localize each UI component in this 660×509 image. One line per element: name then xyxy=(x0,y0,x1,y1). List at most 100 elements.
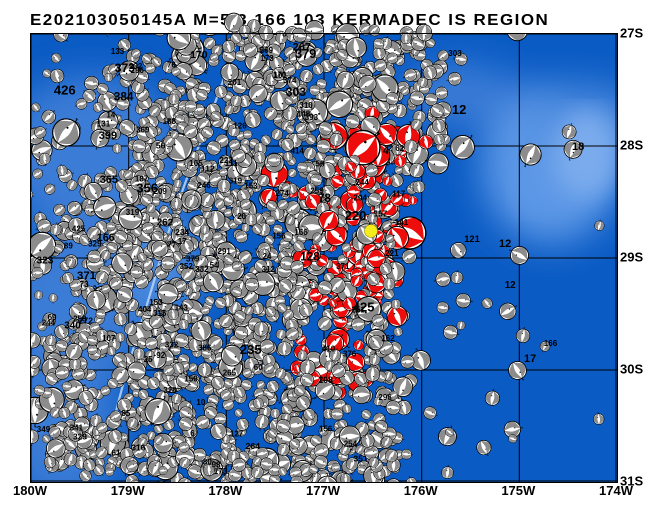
svg-text:126: 126 xyxy=(233,122,247,131)
svg-text:220: 220 xyxy=(345,208,367,223)
svg-text:259: 259 xyxy=(310,186,324,195)
svg-text:235: 235 xyxy=(240,342,262,357)
svg-text:61: 61 xyxy=(112,449,121,458)
svg-text:310: 310 xyxy=(299,101,313,110)
svg-text:303: 303 xyxy=(286,85,307,99)
svg-text:376: 376 xyxy=(343,350,357,359)
svg-text:112: 112 xyxy=(201,164,215,174)
svg-text:143: 143 xyxy=(175,304,189,313)
svg-text:274: 274 xyxy=(276,189,290,198)
svg-text:386: 386 xyxy=(198,344,212,353)
svg-text:254: 254 xyxy=(344,439,358,448)
svg-text:329: 329 xyxy=(73,431,87,441)
svg-text:156: 156 xyxy=(272,232,286,241)
svg-text:62: 62 xyxy=(395,144,404,153)
svg-text:6: 6 xyxy=(190,429,195,438)
svg-text:369: 369 xyxy=(136,125,150,134)
svg-text:351: 351 xyxy=(353,453,368,463)
svg-text:131: 131 xyxy=(97,119,111,128)
svg-text:24: 24 xyxy=(263,252,272,261)
svg-text:265: 265 xyxy=(223,369,237,378)
svg-text:352: 352 xyxy=(180,262,194,271)
svg-text:404: 404 xyxy=(138,305,152,314)
svg-text:399: 399 xyxy=(99,130,117,142)
svg-text:107: 107 xyxy=(102,334,116,343)
svg-text:10: 10 xyxy=(196,398,205,407)
svg-text:332: 332 xyxy=(195,265,209,274)
svg-text:8: 8 xyxy=(282,34,287,39)
svg-text:76: 76 xyxy=(167,60,176,69)
svg-text:384: 384 xyxy=(114,90,134,104)
svg-text:414: 414 xyxy=(291,147,305,156)
svg-text:58: 58 xyxy=(316,160,325,169)
svg-text:121: 121 xyxy=(464,233,480,244)
svg-text:173: 173 xyxy=(260,54,274,63)
svg-text:165: 165 xyxy=(189,159,203,168)
svg-text:156: 156 xyxy=(319,424,333,433)
svg-text:296: 296 xyxy=(378,393,392,402)
svg-text:318: 318 xyxy=(163,386,177,395)
svg-text:127: 127 xyxy=(230,430,244,439)
svg-text:56: 56 xyxy=(156,141,166,151)
svg-text:234: 234 xyxy=(175,227,189,237)
svg-text:340: 340 xyxy=(64,320,81,331)
svg-text:223: 223 xyxy=(219,156,233,165)
svg-text:54: 54 xyxy=(210,261,219,270)
svg-text:379: 379 xyxy=(295,46,316,61)
svg-text:166: 166 xyxy=(97,232,115,244)
svg-text:410: 410 xyxy=(322,345,336,354)
svg-text:244: 244 xyxy=(42,319,56,328)
svg-text:373: 373 xyxy=(115,61,135,75)
svg-text:14: 14 xyxy=(106,111,115,120)
svg-text:246: 246 xyxy=(197,181,211,190)
svg-text:319: 319 xyxy=(126,208,140,217)
svg-text:4: 4 xyxy=(383,145,390,157)
svg-text:98: 98 xyxy=(212,460,221,469)
svg-text:153: 153 xyxy=(244,182,258,191)
svg-text:157: 157 xyxy=(374,210,388,219)
svg-text:12: 12 xyxy=(499,238,511,250)
svg-text:319: 319 xyxy=(229,176,243,185)
svg-text:312: 312 xyxy=(262,265,276,274)
svg-text:315: 315 xyxy=(153,309,167,318)
svg-text:17: 17 xyxy=(524,353,536,365)
svg-text:356: 356 xyxy=(136,180,158,195)
svg-text:166: 166 xyxy=(544,339,558,348)
svg-text:244: 244 xyxy=(356,178,370,187)
svg-text:365: 365 xyxy=(100,174,118,186)
svg-text:166: 166 xyxy=(294,228,308,237)
svg-text:141: 141 xyxy=(395,218,409,227)
svg-text:332: 332 xyxy=(165,340,179,349)
svg-text:323: 323 xyxy=(37,256,54,267)
svg-text:25: 25 xyxy=(144,355,153,364)
svg-text:208: 208 xyxy=(318,375,333,385)
svg-text:128: 128 xyxy=(300,250,320,264)
svg-text:188: 188 xyxy=(163,117,177,126)
svg-text:20: 20 xyxy=(237,212,246,221)
svg-text:371: 371 xyxy=(336,262,350,271)
svg-text:89: 89 xyxy=(64,241,73,250)
svg-text:117: 117 xyxy=(392,189,405,198)
svg-text:264: 264 xyxy=(246,441,261,451)
svg-text:425: 425 xyxy=(353,300,375,315)
svg-text:60: 60 xyxy=(254,363,263,372)
svg-text:272: 272 xyxy=(79,315,93,325)
svg-text:12: 12 xyxy=(452,102,466,117)
svg-text:349: 349 xyxy=(37,425,51,434)
svg-text:303: 303 xyxy=(448,49,462,58)
svg-text:291: 291 xyxy=(218,247,232,256)
svg-text:77: 77 xyxy=(167,240,176,249)
svg-text:371: 371 xyxy=(77,270,97,282)
svg-text:170: 170 xyxy=(190,49,208,61)
svg-text:148: 148 xyxy=(297,110,311,119)
svg-text:425: 425 xyxy=(72,225,86,234)
svg-text:221: 221 xyxy=(385,249,399,258)
svg-text:133: 133 xyxy=(111,47,125,56)
svg-text:426: 426 xyxy=(54,82,76,97)
svg-text:92: 92 xyxy=(156,351,165,360)
svg-text:201: 201 xyxy=(228,78,242,87)
svg-text:316: 316 xyxy=(131,443,145,453)
svg-text:12: 12 xyxy=(505,280,516,291)
svg-text:27: 27 xyxy=(190,34,199,36)
svg-text:150: 150 xyxy=(184,374,198,383)
